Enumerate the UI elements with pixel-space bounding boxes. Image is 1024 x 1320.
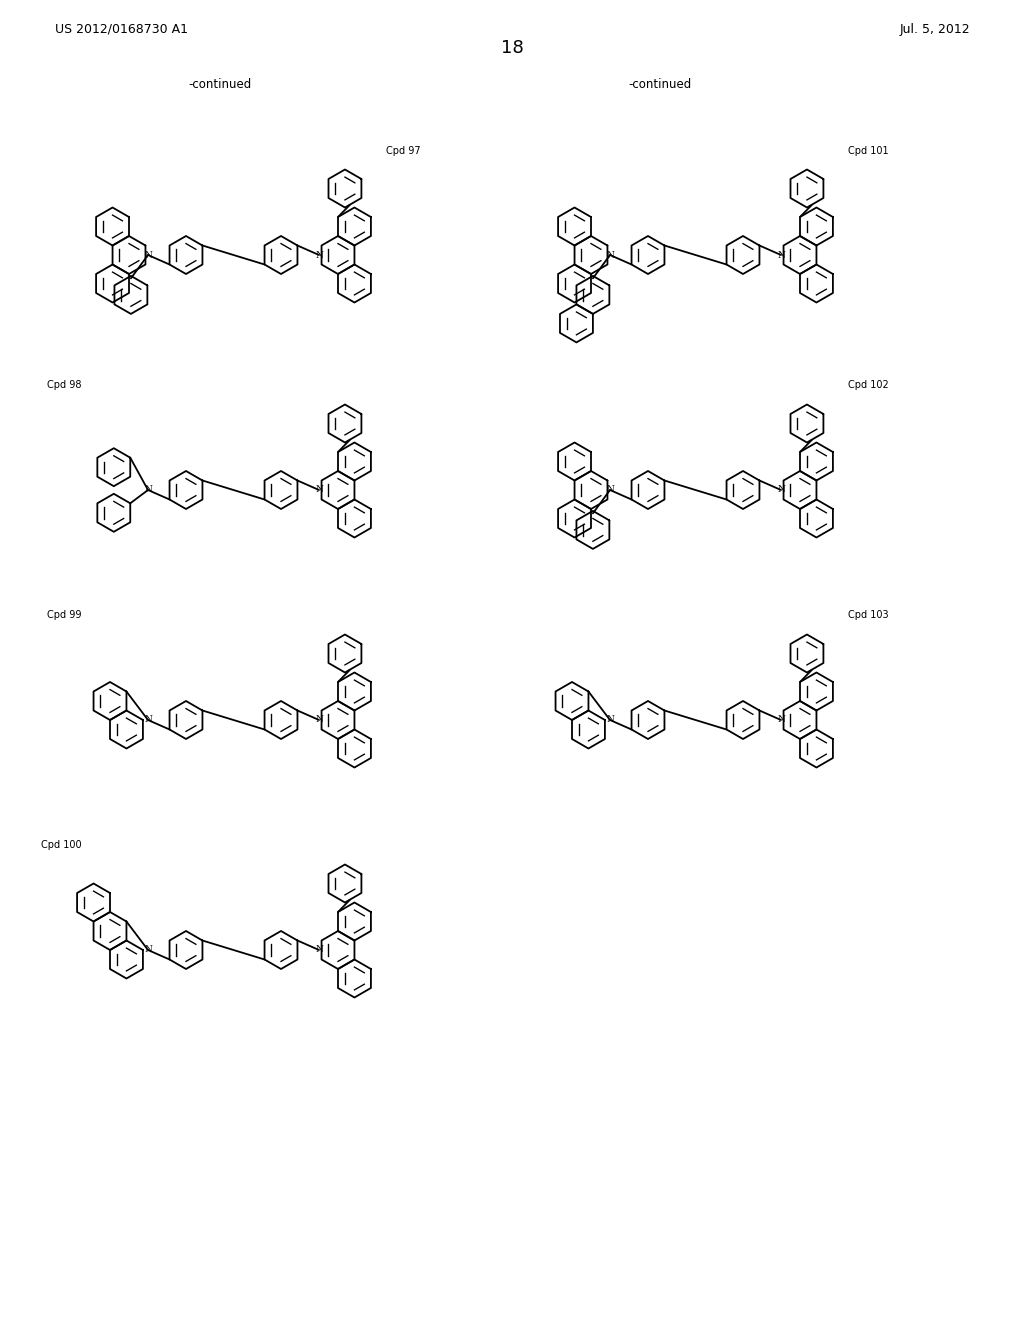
Text: Cpd 99: Cpd 99 (47, 610, 82, 620)
Text: N: N (606, 251, 614, 260)
Text: 18: 18 (501, 40, 523, 57)
Text: N: N (777, 486, 785, 495)
Text: N: N (777, 715, 785, 725)
Text: Cpd 101: Cpd 101 (848, 145, 888, 156)
Text: N: N (606, 715, 614, 725)
Text: N: N (315, 715, 323, 725)
Text: Cpd 103: Cpd 103 (848, 610, 888, 620)
Text: N: N (144, 486, 152, 495)
Text: N: N (315, 251, 323, 260)
Text: Cpd 102: Cpd 102 (848, 380, 888, 391)
Text: N: N (777, 251, 785, 260)
Text: -continued: -continued (629, 78, 691, 91)
Text: N: N (315, 945, 323, 954)
Text: -continued: -continued (188, 78, 252, 91)
Text: Jul. 5, 2012: Jul. 5, 2012 (899, 22, 970, 36)
Text: Cpd 98: Cpd 98 (47, 380, 82, 391)
Text: N: N (144, 251, 152, 260)
Text: N: N (144, 715, 152, 725)
Text: N: N (144, 945, 152, 954)
Text: US 2012/0168730 A1: US 2012/0168730 A1 (55, 22, 188, 36)
Text: N: N (315, 486, 323, 495)
Text: Cpd 97: Cpd 97 (385, 145, 420, 156)
Text: Cpd 100: Cpd 100 (41, 841, 82, 850)
Text: N: N (606, 486, 614, 495)
